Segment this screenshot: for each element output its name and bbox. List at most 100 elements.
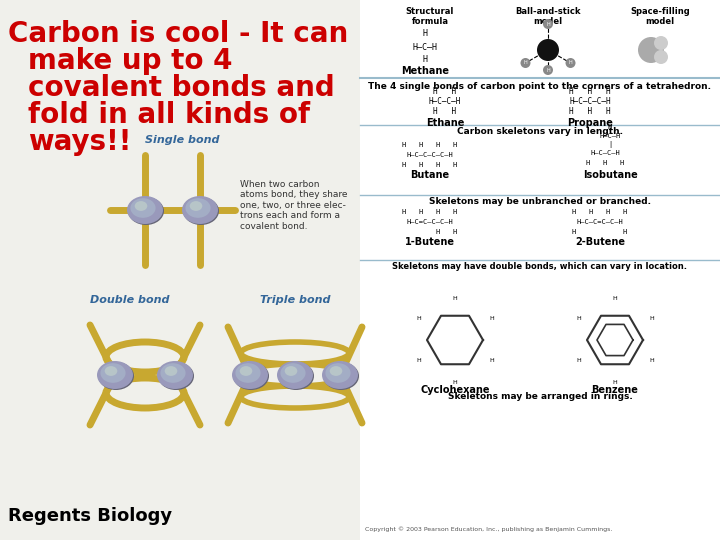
Ellipse shape [165, 366, 177, 376]
Text: H: H [576, 359, 581, 363]
Text: H   H   H   H: H H H H [402, 142, 458, 148]
Text: H—C—C—H: H—C—C—H [429, 98, 462, 106]
Ellipse shape [323, 362, 359, 390]
Text: Regents Biology: Regents Biology [8, 507, 172, 525]
Text: H—C—C—C—H: H—C—C—C—H [570, 98, 611, 106]
Text: H—C—C—H: H—C—C—H [590, 150, 620, 156]
Circle shape [537, 39, 559, 61]
Ellipse shape [235, 363, 261, 383]
Text: H   H   H: H H H [586, 160, 624, 166]
Ellipse shape [277, 361, 313, 389]
Ellipse shape [183, 197, 219, 225]
Circle shape [654, 50, 668, 64]
Ellipse shape [182, 196, 218, 224]
Text: H—C—H: H—C—H [599, 133, 621, 139]
Text: H: H [608, 124, 612, 130]
Text: Ball-and-stick
model: Ball-and-stick model [516, 7, 581, 26]
Circle shape [565, 58, 575, 68]
Ellipse shape [157, 361, 193, 389]
Text: H: H [523, 60, 527, 65]
Text: H: H [489, 359, 494, 363]
FancyBboxPatch shape [360, 0, 720, 540]
Text: covalent bonds and: covalent bonds and [28, 74, 335, 102]
Text: ways!!: ways!! [28, 128, 131, 156]
Ellipse shape [278, 362, 314, 390]
Circle shape [543, 65, 553, 75]
Text: H—C—H: H—C—H [413, 43, 438, 51]
Ellipse shape [189, 201, 202, 211]
Text: H: H [489, 316, 494, 321]
Text: Carbon is cool - It can: Carbon is cool - It can [8, 20, 348, 48]
Text: H   H: H H [433, 87, 456, 97]
Ellipse shape [330, 366, 342, 376]
Text: H   H   H: H H H [570, 87, 611, 97]
Text: Triple bond: Triple bond [260, 295, 330, 305]
Ellipse shape [128, 197, 164, 225]
Text: H—C—C=C—C—H: H—C—C=C—C—H [577, 219, 624, 225]
Ellipse shape [130, 198, 156, 218]
Text: H: H [649, 359, 654, 363]
Circle shape [654, 36, 668, 50]
Ellipse shape [97, 361, 133, 389]
Text: H—C—C—C—C—H: H—C—C—C—C—H [407, 152, 454, 158]
Text: Propane: Propane [567, 118, 613, 128]
Text: Copyright © 2003 Pearson Education, Inc., publishing as Benjamin Cummings.: Copyright © 2003 Pearson Education, Inc.… [365, 526, 613, 532]
Text: H—C=C—C—C—H: H—C=C—C—C—H [407, 219, 454, 225]
Text: H   H   H   H: H H H H [572, 209, 628, 215]
Text: Butane: Butane [410, 170, 449, 180]
Ellipse shape [322, 361, 358, 389]
Text: H: H [416, 316, 421, 321]
Text: 1-Butene: 1-Butene [405, 237, 455, 247]
Ellipse shape [161, 363, 186, 383]
Circle shape [638, 37, 664, 63]
Ellipse shape [325, 363, 351, 383]
Text: Benzene: Benzene [592, 385, 639, 395]
Text: H   H   H   H: H H H H [402, 162, 458, 168]
Text: H: H [453, 295, 457, 300]
Text: H   H: H H [433, 107, 456, 117]
Text: Structural
formula: Structural formula [406, 7, 454, 26]
Text: Double bond: Double bond [90, 295, 170, 305]
Text: H: H [576, 316, 581, 321]
Text: Skeletons may be arranged in rings.: Skeletons may be arranged in rings. [448, 392, 632, 401]
Text: H: H [423, 56, 428, 64]
Text: H: H [453, 380, 457, 384]
Ellipse shape [232, 361, 268, 389]
Text: H: H [613, 295, 617, 300]
Ellipse shape [186, 198, 210, 218]
Ellipse shape [233, 362, 269, 390]
Ellipse shape [240, 366, 252, 376]
Text: |: | [608, 140, 612, 147]
Ellipse shape [284, 366, 297, 376]
Ellipse shape [158, 362, 194, 390]
Text: When two carbon
atoms bond, they share
one, two, or three elec-
trons each and f: When two carbon atoms bond, they share o… [240, 180, 348, 231]
Text: H   H   H: H H H [570, 107, 611, 117]
Text: H: H [569, 60, 572, 65]
Ellipse shape [98, 362, 134, 390]
Text: The 4 single bonds of carbon point to the corners of a tetrahedron.: The 4 single bonds of carbon point to th… [369, 82, 711, 91]
Text: Isobutane: Isobutane [582, 170, 637, 180]
Ellipse shape [104, 366, 117, 376]
Ellipse shape [100, 363, 125, 383]
Text: Ethane: Ethane [426, 118, 464, 128]
Text: make up to 4: make up to 4 [28, 47, 233, 75]
Text: H           H: H H [572, 229, 628, 235]
Text: H: H [613, 380, 617, 384]
Text: Single bond: Single bond [145, 135, 220, 145]
Text: H: H [416, 359, 421, 363]
Text: Skeletons may be unbranched or branched.: Skeletons may be unbranched or branched. [429, 197, 651, 206]
Text: Carbon skeletons vary in length.: Carbon skeletons vary in length. [457, 127, 623, 136]
Circle shape [543, 19, 553, 29]
Text: H: H [423, 30, 428, 38]
Ellipse shape [127, 196, 163, 224]
Text: Space-filling
model: Space-filling model [630, 7, 690, 26]
Text: Skeletons may have double bonds, which can vary in location.: Skeletons may have double bonds, which c… [392, 262, 688, 271]
Text: fold in all kinds of: fold in all kinds of [28, 101, 310, 129]
Ellipse shape [280, 363, 305, 383]
Text: Methane: Methane [401, 66, 449, 76]
Text: H   H: H H [402, 229, 458, 235]
Text: Cyclohexane: Cyclohexane [420, 385, 490, 395]
Ellipse shape [135, 201, 148, 211]
Text: H: H [649, 316, 654, 321]
Text: 2-Butene: 2-Butene [575, 237, 625, 247]
